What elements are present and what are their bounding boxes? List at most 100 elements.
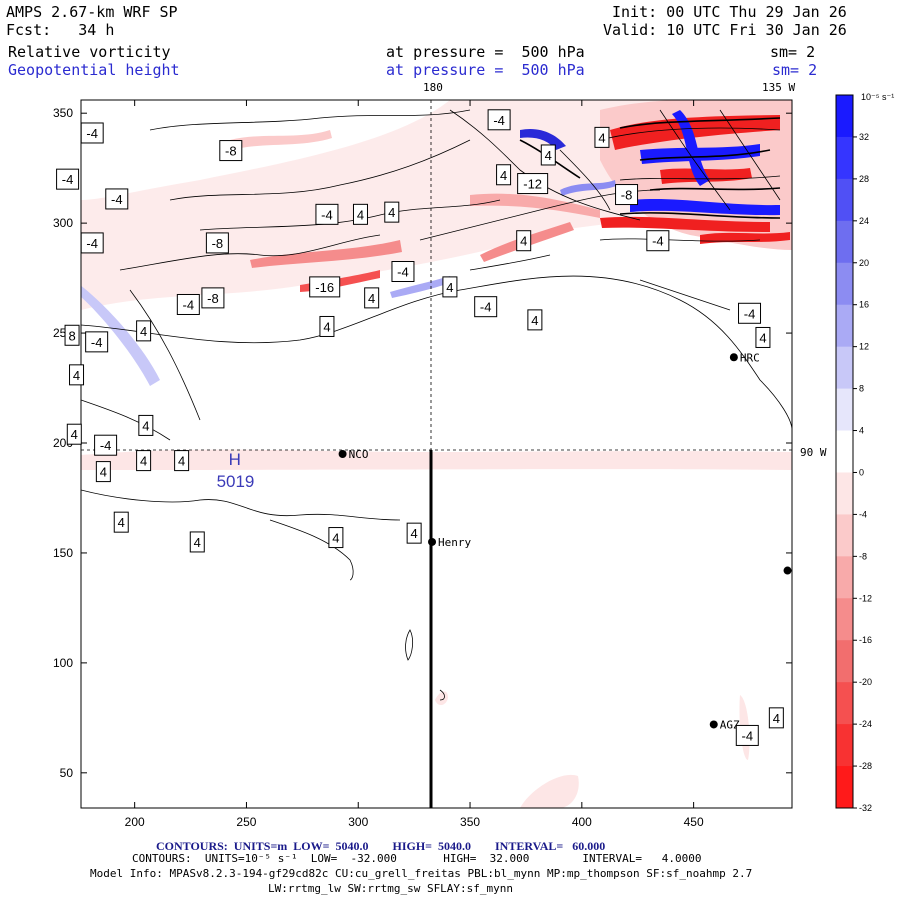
vort-region: [250, 240, 402, 268]
contour-label-box: [113, 511, 129, 533]
contour-label-box: [516, 230, 532, 252]
contour-label: 4: [138, 414, 154, 436]
footer-radiation-info: LW:rrtmg_lw SW:rrtmg_sw SFLAY:sf_mynn: [268, 882, 514, 895]
contour-label-box: [738, 302, 762, 324]
colorbar-swatch: [836, 724, 853, 767]
contour-label: 4: [189, 531, 205, 553]
contour-label: -4: [474, 296, 498, 318]
contour-label-text: -4: [91, 335, 103, 350]
contour-label-box: [80, 232, 104, 254]
contour-label-text: -4: [480, 300, 492, 315]
contour-label-text: 4: [411, 526, 418, 541]
contour-label-box: [94, 434, 118, 456]
contour-label: 4: [352, 203, 368, 225]
shaded-field: [81, 100, 792, 808]
contour-label: 4: [406, 522, 422, 544]
contour-label: 4: [364, 287, 380, 309]
contour-label-text: 4: [100, 465, 107, 480]
colorbar-swatch: [836, 262, 853, 306]
colorbar-tick-label: -4: [859, 509, 867, 519]
contour-line: [619, 175, 781, 181]
contour-label-box: [496, 164, 512, 186]
colorbar-swatch: [836, 388, 853, 432]
contour-line: [269, 519, 354, 581]
contour-label-text: 4: [140, 324, 147, 339]
contour-label-box: [755, 326, 771, 348]
vort-region: [470, 193, 600, 218]
contour-label: 4: [69, 364, 85, 386]
colorbar-swatch: [836, 178, 853, 222]
contour-line: [439, 689, 445, 701]
station-marker: [709, 720, 718, 729]
contour-label-box: [176, 293, 200, 315]
contour-label-box: [138, 414, 154, 436]
contour-label-box: [540, 144, 556, 166]
contour-line: [129, 289, 201, 421]
contour-label-text: -4: [183, 297, 195, 312]
contour-label: 4: [384, 201, 400, 223]
contour-label: 4: [319, 315, 335, 337]
contour-label-box: [219, 140, 243, 162]
contour-line: [81, 489, 401, 521]
colorbar-swatch: [836, 220, 853, 264]
contour-label-text: -4: [62, 172, 74, 187]
station-marker: [338, 450, 347, 458]
contour-label-text: -4: [111, 192, 123, 207]
contour-line: [659, 109, 731, 211]
contour-line: [599, 238, 761, 242]
colorbar-swatch: [836, 95, 853, 138]
contour-label-text: 4: [500, 168, 507, 183]
colorbar-tick-label: 20: [859, 258, 869, 268]
contour-line: [619, 117, 781, 129]
y-tick-label: 100: [53, 656, 73, 670]
contour-label: -4: [391, 261, 415, 283]
colorbar: 32 28 24 20 16 12 8 4 0 -4 -8 -12 -16 -20 -24 -28 -32: [835, 94, 872, 813]
contour-label: -4: [315, 203, 339, 225]
contour-label-box: [364, 287, 380, 309]
contour-line: [599, 127, 781, 141]
y-tick-label: 300: [53, 216, 73, 230]
contour-label-text: 4: [759, 330, 766, 345]
colorbar-tick-label: -20: [859, 677, 872, 687]
station-label: Henry: [438, 536, 471, 549]
station-marker: [783, 566, 792, 575]
contour-label-text: -16: [315, 280, 334, 295]
contour-label-text: -4: [493, 113, 505, 128]
contour-label: 4: [136, 450, 152, 472]
contour-label-box: [136, 450, 152, 472]
contour-line: [405, 629, 414, 661]
contour-label-text: -12: [523, 177, 542, 192]
x-tick-label: 300: [348, 815, 368, 829]
contour-label: -4: [80, 122, 104, 144]
y-tick-label: 150: [53, 546, 73, 560]
field1-level: at pressure = 500 hPa: [386, 43, 585, 61]
colorbar-tick-label: 0: [859, 467, 864, 477]
station-label: NCO: [349, 448, 369, 461]
contour-label: -4: [738, 302, 762, 324]
colorbar-tick-label: -28: [859, 761, 872, 771]
init-time: Init: 00 UTC Thu 29 Jan 26: [612, 3, 847, 21]
contour-label: -4: [105, 188, 129, 210]
contour-label-text: -4: [86, 126, 98, 141]
contour-label: -4: [56, 168, 80, 190]
contour-label-text: -8: [225, 144, 237, 159]
stations: NCO Henry HRC AGZ: [338, 351, 792, 731]
contour-label-text: 4: [73, 368, 80, 383]
colorbar-tick-label: -24: [859, 719, 872, 729]
contour-label: -4: [735, 724, 759, 746]
colorbar-tick-label: 16: [859, 300, 869, 310]
colorbar-tick-label: 28: [859, 174, 869, 184]
colorbar-tick-label: 32: [859, 132, 869, 142]
contour-label-text: -8: [207, 291, 219, 306]
contour-label-box: [105, 188, 129, 210]
contour-label: -4: [85, 331, 109, 353]
contour-label-text: 4: [520, 234, 527, 249]
contour-line: [619, 212, 781, 219]
contour-label: 4: [594, 126, 610, 148]
contour-label-box: [735, 724, 759, 746]
footer-vorticity-contours: CONTOURS: UNITS=10⁻⁵ s⁻¹ LOW= -32.000 HI…: [132, 852, 702, 865]
contour-label-text: 4: [388, 205, 395, 220]
contour-label-box: [64, 324, 80, 346]
